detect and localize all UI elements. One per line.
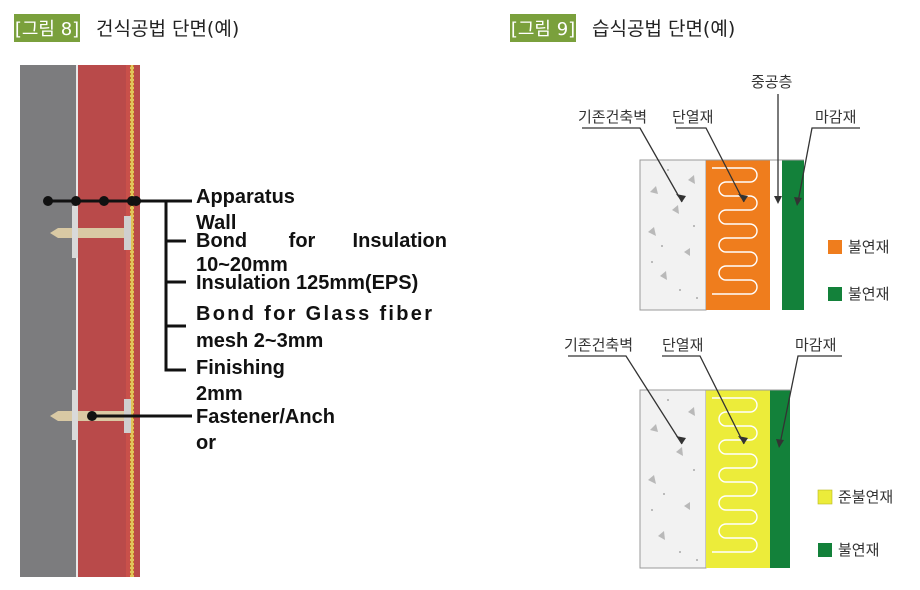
dry-section-labels: Apparatus Wall Bond for Insulation 10~20…: [196, 186, 447, 454]
top-leader-finish: [797, 127, 860, 203]
bottom-legend-label-1: 준불연재: [838, 488, 893, 506]
label-bond-word1: Bond: [196, 230, 247, 252]
insulation-eps-layer: [78, 65, 126, 577]
label-apparatus-1: Apparatus: [196, 186, 295, 208]
label-bond-word2: for: [289, 230, 316, 252]
figure9: [그림 9] 습식공법 단면(예): [510, 14, 893, 569]
label-bond-2: 10~20mm: [196, 254, 288, 276]
figure9-tag: [그림 9]: [510, 14, 576, 42]
anchor-upper-tip: [50, 228, 58, 238]
top-leader-wall: [582, 127, 683, 203]
figure8-tag-text: [그림 8]: [15, 19, 79, 40]
bottom-arrow-finish: [776, 439, 784, 448]
bottom-legend-swatch-green: [818, 543, 832, 557]
dry-section-leaders: [43, 196, 192, 421]
leader-bracket: [164, 201, 186, 372]
top-arrow-wall: [676, 194, 686, 202]
top-concrete-texture: [648, 169, 698, 299]
anchor-lower-plate-inner: [72, 390, 78, 440]
top-label-airgap: 중공층: [751, 73, 792, 91]
bottom-insulation: [706, 390, 770, 568]
top-existing-wall: [639, 159, 707, 311]
anchor-upper: [50, 206, 131, 258]
leader-dot-1: [43, 196, 53, 206]
bottom-leader-wall: [568, 355, 683, 445]
bottom-label-insulation: 단열재: [662, 336, 703, 354]
bottom-arrow-wall: [676, 436, 686, 444]
top-insulation: [706, 160, 770, 310]
dry-section-layers: [20, 65, 140, 577]
top-arrow-finish: [794, 197, 802, 206]
bond-layer: [76, 65, 78, 577]
apparatus-wall-layer: [20, 65, 76, 577]
label-finishing-1: Finishing: [196, 357, 285, 379]
top-label-wall: 기존건축벽: [578, 108, 647, 126]
leader-dot-3: [99, 196, 109, 206]
finishing-layer: [130, 65, 134, 577]
label-glass-1: Bond for Glass fiber: [196, 303, 432, 325]
bottom-finish: [770, 390, 790, 568]
top-legend-swatch-orange: [828, 240, 842, 254]
glass-fiber-mesh-layer: [126, 65, 130, 577]
finishing-coat-layer: [134, 65, 140, 577]
figure9-title: 습식공법 단면(예): [592, 18, 735, 40]
bottom-insulation-pattern: [712, 397, 758, 553]
wet-section-bottom: 기존건축벽 단열재 마감재 준불연재 불연재: [564, 336, 893, 569]
leader-dot-5: [131, 196, 141, 206]
top-finish: [782, 160, 804, 310]
bottom-label-finish: 마감재: [795, 336, 836, 354]
label-insulation: Insulation 125mm(EPS): [196, 272, 418, 294]
figure8-title: 건식공법 단면(예): [96, 18, 239, 40]
anchor-upper-shaft: [58, 228, 126, 238]
figure8-tag-background: [14, 14, 80, 42]
anchor-upper-head: [124, 216, 131, 250]
anchor-lower-tip: [50, 411, 58, 421]
anchor-upper-plate-inner: [72, 206, 78, 258]
top-arrow-insulation: [738, 194, 748, 202]
bottom-leader-finish: [779, 355, 842, 445]
bottom-concrete-texture: [648, 399, 698, 561]
top-legend-swatch-green: [828, 287, 842, 301]
top-legend-label-2: 불연재: [848, 285, 889, 303]
bottom-label-wall: 기존건축벽: [564, 336, 633, 354]
bottom-legend: 준불연재 불연재: [817, 488, 893, 559]
label-fastener-1: Fastener/Anch: [196, 406, 335, 428]
bottom-arrow-insulation: [738, 436, 748, 444]
leader-dot-2: [71, 196, 81, 206]
top-legend: 불연재 불연재: [828, 238, 889, 303]
figure8: [그림 8] 건식공법 단면(예): [14, 14, 447, 577]
label-fastener-2: or: [196, 432, 216, 454]
wet-section-top: 기존건축벽 단열재 중공층 마감재 불연재 불연재: [578, 73, 889, 311]
figure8-tag: [그림 8]: [14, 14, 80, 42]
top-label-insulation: 단열재: [672, 108, 713, 126]
bottom-legend-swatch-yellow: [817, 489, 833, 505]
figure9-tag-background: [510, 14, 576, 42]
top-arrow-airgap: [774, 196, 782, 204]
top-label-finish: 마감재: [815, 108, 856, 126]
label-glass-2: mesh 2~3mm: [196, 330, 323, 352]
label-bond-word3: Insulation: [353, 230, 447, 252]
bottom-leader-insulation: [662, 355, 745, 445]
label-finishing-2: 2mm: [196, 383, 243, 405]
top-legend-label-1: 불연재: [848, 238, 889, 256]
label-apparatus-2: Wall: [196, 212, 236, 234]
leader-dot-fastener: [87, 411, 97, 421]
bottom-legend-label-2: 불연재: [838, 541, 879, 559]
top-leader-insulation: [676, 127, 745, 203]
figure9-tag-text: [그림 9]: [511, 19, 575, 40]
top-insulation-pattern: [712, 167, 758, 295]
top-air-gap: [770, 160, 782, 310]
